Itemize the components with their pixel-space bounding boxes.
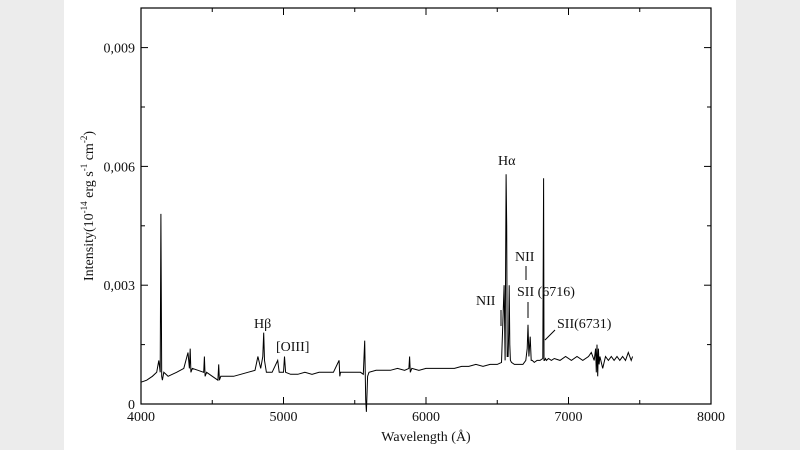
- figure-sheet: [64, 0, 736, 450]
- x-tick-label: 7000: [555, 410, 583, 425]
- spectrum-line: [140, 174, 634, 412]
- annotation-sii-6716: SII (6716): [517, 285, 575, 300]
- y-axis-label: Intensity(10-14 erg s-1 cm-2): [79, 131, 97, 281]
- annotation-nii-right: NII: [515, 250, 535, 265]
- annotation-hbeta: Hβ: [254, 317, 271, 332]
- y-tick-label: 0,003: [104, 279, 136, 294]
- x-axis-label: Wavelength (Å): [381, 429, 471, 445]
- leader-sii-6731: [544, 329, 556, 341]
- y-tick-label: 0: [128, 398, 135, 413]
- annotation-halpha: Hα: [498, 154, 516, 169]
- y-tick-label: 0,009: [104, 42, 136, 57]
- annotation-nii-left: NII: [476, 294, 496, 309]
- plot-frame: [140, 7, 712, 405]
- axis-ticks: [140, 8, 712, 405]
- x-tick-label: 4000: [127, 410, 155, 425]
- annotation-oiii: [OIII]: [276, 340, 309, 355]
- x-tick-label: 6000: [412, 410, 440, 425]
- x-tick-label: 5000: [270, 410, 298, 425]
- y-tick-label: 0,006: [104, 160, 136, 175]
- x-tick-label: 8000: [697, 410, 725, 425]
- annotation-sii-6731: SII(6731): [557, 317, 612, 332]
- axis-tick-labels: 4000 5000 6000 7000 8000 0 0,003 0,006 0,009: [104, 42, 726, 425]
